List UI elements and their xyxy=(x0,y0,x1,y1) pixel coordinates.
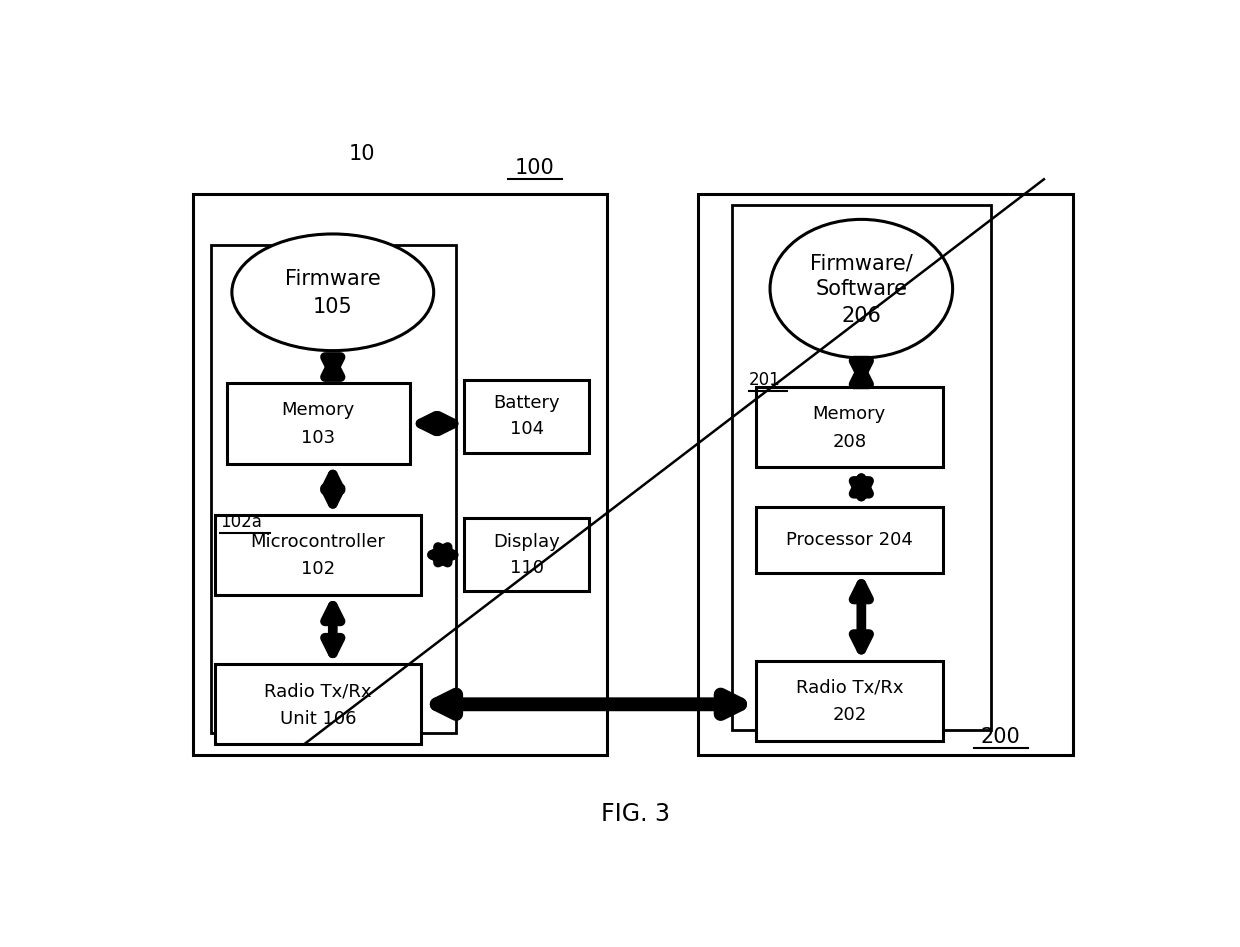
Bar xyxy=(465,380,589,453)
Ellipse shape xyxy=(770,220,952,358)
Text: Memory: Memory xyxy=(281,402,355,420)
Text: Software: Software xyxy=(816,278,908,298)
Text: 102a: 102a xyxy=(221,513,262,531)
Bar xyxy=(732,205,991,730)
Text: Unit 106: Unit 106 xyxy=(280,710,356,728)
Text: Battery: Battery xyxy=(494,394,560,412)
Bar xyxy=(215,664,422,744)
Text: Processor 204: Processor 204 xyxy=(786,531,913,549)
Text: Memory: Memory xyxy=(812,405,885,423)
Bar xyxy=(698,194,1073,756)
Text: 102: 102 xyxy=(301,561,335,579)
Text: Firmware/: Firmware/ xyxy=(810,253,913,273)
Bar xyxy=(211,245,456,733)
Text: Radio Tx/Rx: Radio Tx/Rx xyxy=(796,678,903,696)
Text: 110: 110 xyxy=(510,559,544,577)
Bar xyxy=(755,661,944,741)
Text: 206: 206 xyxy=(842,307,882,327)
Bar xyxy=(227,384,409,464)
Text: 202: 202 xyxy=(832,706,867,724)
Text: FIG. 3: FIG. 3 xyxy=(601,802,670,826)
Text: 200: 200 xyxy=(981,727,1021,747)
Text: 208: 208 xyxy=(832,433,867,451)
Bar xyxy=(755,387,944,467)
Text: Radio Tx/Rx: Radio Tx/Rx xyxy=(264,682,372,700)
Text: Firmware: Firmware xyxy=(285,269,381,289)
Text: 103: 103 xyxy=(301,429,336,447)
Text: Microcontroller: Microcontroller xyxy=(250,532,386,550)
Text: 10: 10 xyxy=(348,144,374,164)
Text: Display: Display xyxy=(494,532,560,550)
Text: 105: 105 xyxy=(312,296,352,317)
Bar xyxy=(193,194,606,756)
Bar xyxy=(465,518,589,591)
Bar xyxy=(215,515,422,595)
Text: 100: 100 xyxy=(515,158,554,178)
Bar xyxy=(755,508,944,573)
Ellipse shape xyxy=(232,234,434,350)
Text: 201: 201 xyxy=(749,371,781,389)
Text: 104: 104 xyxy=(510,420,544,438)
